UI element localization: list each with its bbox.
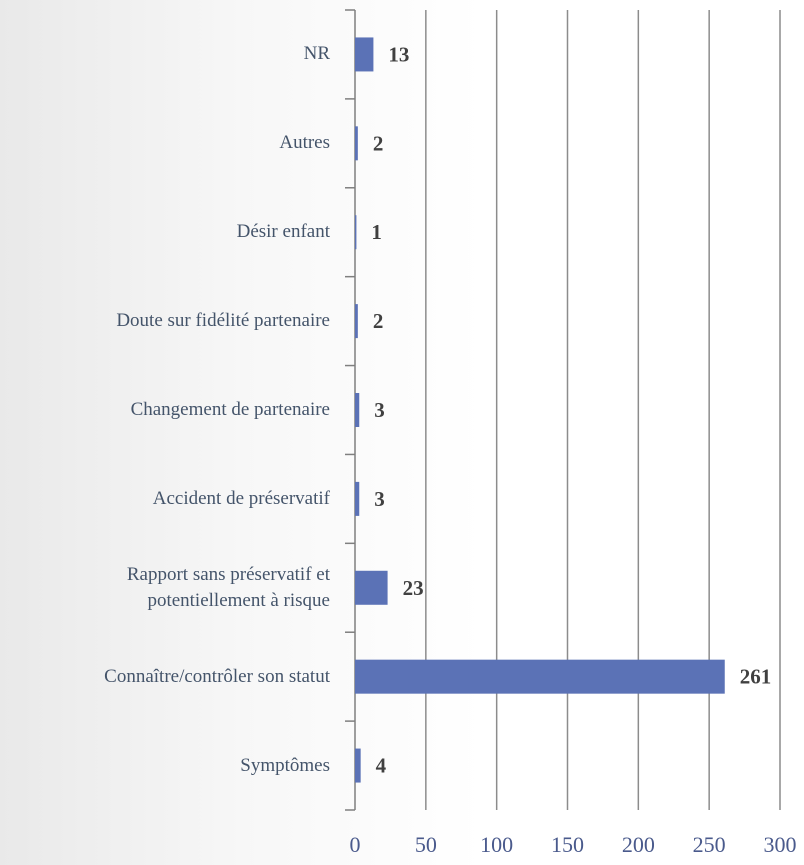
value-label: 1 bbox=[371, 220, 382, 244]
value-label: 4 bbox=[376, 754, 387, 778]
value-label: 2 bbox=[373, 309, 384, 333]
y-tick-label: Connaître/contrôler son statut bbox=[104, 665, 330, 687]
value-label: 2 bbox=[373, 131, 384, 155]
value-label: 3 bbox=[374, 487, 385, 511]
x-tick-label: 300 bbox=[764, 832, 797, 857]
bar bbox=[355, 659, 725, 694]
x-tick-label: 50 bbox=[415, 832, 437, 857]
y-tick-label: Rapport sans préservatif et potentiellem… bbox=[126, 563, 330, 611]
bar bbox=[355, 215, 357, 250]
y-tick-label: Symptômes bbox=[240, 754, 330, 776]
y-tick-label: Accident de préservatif bbox=[152, 487, 330, 509]
y-tick-label: NR bbox=[303, 43, 330, 65]
y-tick-label: Autres bbox=[279, 132, 330, 154]
x-tick-label: 100 bbox=[480, 832, 513, 857]
bar bbox=[355, 481, 360, 516]
value-label: 3 bbox=[374, 398, 385, 422]
bar bbox=[355, 37, 374, 72]
x-tick-label: 150 bbox=[551, 832, 584, 857]
y-tick-label: Doute sur fidélité partenaire bbox=[116, 310, 330, 332]
x-tick-label: 0 bbox=[350, 832, 361, 857]
x-tick-label: 250 bbox=[693, 832, 726, 857]
value-label: 261 bbox=[740, 665, 772, 689]
bar bbox=[355, 393, 360, 427]
y-tick-label: Changement de partenaire bbox=[130, 399, 330, 420]
bar bbox=[355, 748, 361, 783]
bar bbox=[355, 570, 388, 605]
x-tick-label: 200 bbox=[622, 832, 655, 857]
bar bbox=[355, 126, 358, 161]
value-label: 23 bbox=[403, 576, 424, 600]
bar bbox=[355, 304, 358, 339]
value-label: 13 bbox=[388, 42, 409, 66]
y-tick-label: Désir enfant bbox=[236, 221, 330, 243]
